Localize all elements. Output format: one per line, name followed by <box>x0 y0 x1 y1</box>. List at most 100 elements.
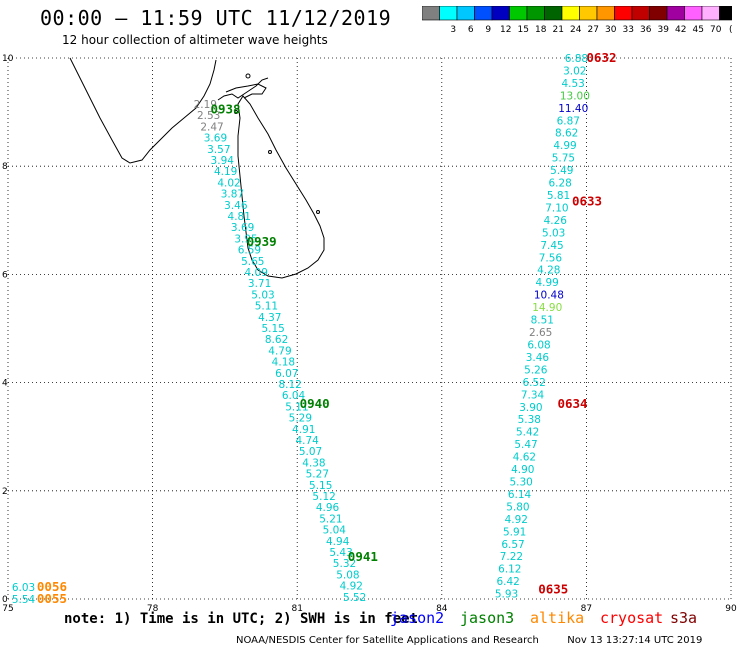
swh-value-label: 3.46 <box>526 352 550 364</box>
legend-tick-label: 9 <box>485 25 491 35</box>
swh-value-label: 6.42 <box>496 576 519 588</box>
legend-tick-label: 24 <box>570 25 582 35</box>
swh-value-label: 5.03 <box>251 289 274 301</box>
swh-value-label: 4.99 <box>553 140 576 152</box>
legend-tick-label: 3 <box>450 25 456 35</box>
legend-tick-label: 6 <box>468 25 474 35</box>
swh-value-label: 5.91 <box>503 526 526 538</box>
island-dot-2 <box>268 150 272 154</box>
swh-value-label: 4.90 <box>511 464 534 476</box>
satellite-name-jason2: jason2 <box>390 609 445 627</box>
map-grid <box>7 57 732 600</box>
swh-value-label: 7.45 <box>540 240 563 252</box>
swh-value-label: 4.91 <box>292 424 315 436</box>
swh-value-label: 6.08 <box>527 339 550 351</box>
swh-value-label: 3.02 <box>563 65 586 77</box>
swh-value-label: 5.11 <box>285 401 308 413</box>
swh-value-label: 4.81 <box>228 211 251 223</box>
swh-value-label: 5.29 <box>289 413 312 425</box>
swh-value-label: 4.79 <box>268 345 291 357</box>
swh-value-label: 6.14 <box>508 489 532 501</box>
swh-value-label: 5.81 <box>547 190 570 202</box>
legend-tick-label: 30 <box>605 25 617 35</box>
swh-value-label: 4.99 <box>535 277 558 289</box>
swh-value-label: 5.43 <box>329 547 352 559</box>
swh-value-label: 8.62 <box>265 334 288 346</box>
swh-value-label: 14.90 <box>532 302 562 314</box>
lat-tick-label: 0 <box>2 595 8 605</box>
india-coastline <box>69 57 217 164</box>
satellite-name-jason3: jason3 <box>460 609 515 627</box>
swh-value-label: 10.48 <box>534 290 564 302</box>
swh-value-label: 5.93 <box>495 589 518 601</box>
lon-tick-label: 81 <box>291 604 302 614</box>
india-coast-east <box>217 77 269 101</box>
swh-value-label: 4.19 <box>214 166 237 178</box>
swh-value-label: 4.26 <box>544 215 568 227</box>
pass-time-label: 0055 <box>37 591 67 606</box>
swh-value-label: 6.03 <box>12 582 35 594</box>
lon-tick-label: 78 <box>147 604 159 614</box>
sri-lanka-outline <box>237 95 325 279</box>
island-dot-4 <box>234 110 238 114</box>
legend-tick-label: 45 <box>693 25 704 35</box>
swh-value-label: 4.18 <box>272 357 295 369</box>
swh-value-label: 4.37 <box>258 312 281 324</box>
swh-value-label: 5.80 <box>506 501 529 513</box>
legend-tick-label: 27 <box>588 25 599 35</box>
swh-value-label: 6.12 <box>498 564 521 576</box>
swh-value-label: 13.00 <box>560 90 590 102</box>
swh-value-label: 8.62 <box>555 128 578 140</box>
lat-tick-label: 6 <box>2 270 8 280</box>
swh-value-label: 5.26 <box>524 364 548 376</box>
satellite-name-cryosat: cryosat <box>600 609 664 627</box>
swh-value-label: 4.94 <box>326 536 350 548</box>
legend-tick-label: 18 <box>535 25 547 35</box>
swh-value-label: 5.15 <box>261 323 284 335</box>
swh-value-label: 5.65 <box>241 256 264 268</box>
swh-value-label: 5.08 <box>336 569 359 581</box>
jaffna-peninsula <box>225 83 267 99</box>
page-subtitle: 12 hour collection of altimeter wave hei… <box>62 33 328 47</box>
swh-value-label: 7.10 <box>545 202 568 214</box>
credit-text: NOAA/NESDIS Center for Satellite Applica… <box>236 635 539 646</box>
legend-tick-label: 15 <box>518 25 529 35</box>
swh-value-label: 5.03 <box>542 227 565 239</box>
swh-value-label: 6.88 <box>565 53 588 65</box>
legend-tick-label: 42 <box>675 25 686 35</box>
pass-time-label: 0938 <box>210 101 240 116</box>
lat-tick-label: 8 <box>2 162 8 172</box>
swh-value-label: 5.15 <box>309 480 332 492</box>
page-title: 00:00 – 11:59 UTC 11/12/2019 <box>40 6 392 30</box>
island-dot-1 <box>245 73 251 79</box>
lat-tick-label: 4 <box>2 379 8 389</box>
swh-value-label: 3.90 <box>519 402 542 414</box>
swh-value-label: 7.22 <box>500 551 523 563</box>
legend-unit: (ft) <box>729 25 732 35</box>
lon-tick-label: 75 <box>2 604 13 614</box>
satellite-name-s3a: s3a <box>670 609 698 627</box>
swh-value-label: 2.19 <box>194 99 217 111</box>
axis-labels: 75 78 81 84 87 90 0 2 4 6 8 10 <box>2 54 737 614</box>
swh-value-label: 6.87 <box>557 115 580 127</box>
swh-value-label: 5.04 <box>323 525 347 537</box>
legend-tick-label: 21 <box>553 25 564 35</box>
coastline-layer <box>69 57 325 279</box>
swh-value-label: 5.21 <box>319 513 342 525</box>
swh-value-label: 2.47 <box>200 121 223 133</box>
swh-value-label: 6.04 <box>282 390 306 402</box>
legend-tick-label: 70 <box>710 25 722 35</box>
legend-tick-label: 36 <box>640 25 652 35</box>
legend-swatch <box>719 6 732 21</box>
swh-value-label: 5.38 <box>518 414 541 426</box>
swh-value-label: 7.56 <box>539 252 563 264</box>
swh-value-label: 4.62 <box>513 452 536 464</box>
legend-tick-label: 12 <box>500 25 511 35</box>
swh-value-label: 4.38 <box>302 457 325 469</box>
swh-value-label: 6.59 <box>238 245 261 257</box>
pass-time-label: 0056 <box>37 579 67 594</box>
swh-value-label: 5.11 <box>255 301 278 313</box>
swh-value-label: 3.69 <box>204 133 227 145</box>
swh-value-label: 7.34 <box>521 389 545 401</box>
